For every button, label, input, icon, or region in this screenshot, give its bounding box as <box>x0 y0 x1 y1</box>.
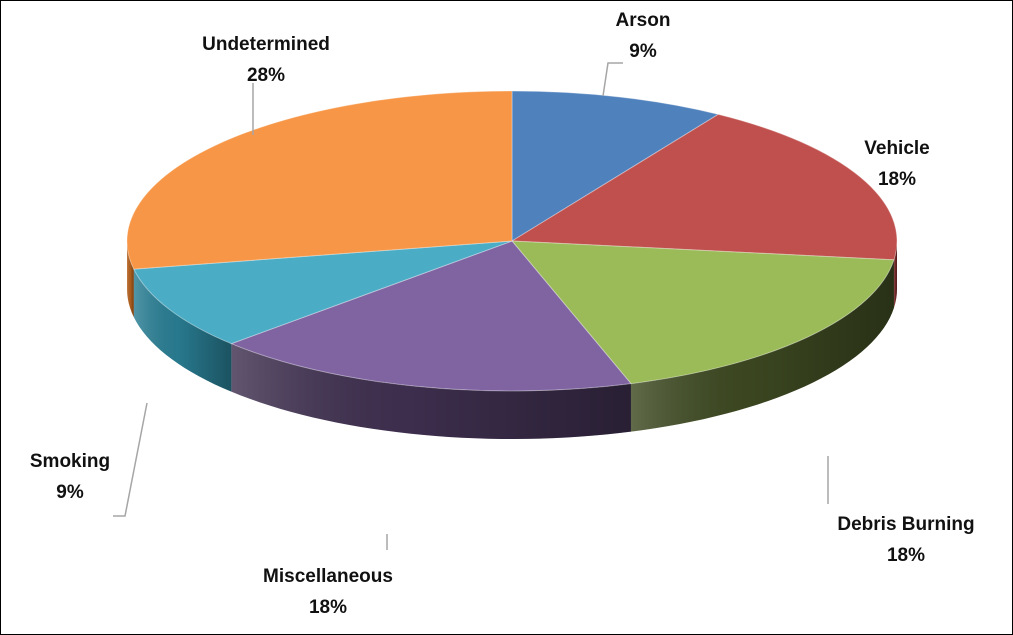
slice-label-debris-burning: Debris Burning <box>837 514 974 535</box>
slice-label-miscellaneous: Miscellaneous <box>263 566 393 587</box>
pie-side-shade-undetermined <box>127 241 134 318</box>
leader-line-smoking <box>113 402 148 517</box>
slice-label-vehicle: Vehicle <box>864 138 930 159</box>
slice-value-miscellaneous: 18% <box>309 597 347 618</box>
slice-value-debris-burning: 18% <box>887 545 925 566</box>
slice-value-vehicle: 18% <box>878 169 916 190</box>
pie-slice-debris-burning <box>510 240 895 385</box>
pie-slice-arson <box>511 90 720 242</box>
pie-slice-smoking <box>133 240 513 345</box>
slice-label-smoking: Smoking <box>30 451 110 472</box>
leader-lines <box>113 62 829 550</box>
pie-side-shade-miscellaneous <box>231 343 631 439</box>
slice-value-undetermined: 28% <box>247 65 285 86</box>
leader-line-arson <box>602 62 623 97</box>
slice-label-undetermined: Undetermined <box>202 34 330 55</box>
slice-labels: Arson 9% Vehicle 18% Debris Burning 18% Miscel… <box>30 10 975 618</box>
pie-slice-undetermined <box>126 90 513 270</box>
pie-slice-vehicle <box>510 113 898 261</box>
pie-side-shade-vehicle <box>893 241 897 308</box>
slice-value-smoking: 9% <box>56 482 84 503</box>
slice-label-arson: Arson <box>616 10 671 31</box>
pie-side-shade-smoking <box>133 269 232 392</box>
pie-sides <box>127 241 897 439</box>
pie-tops <box>126 90 898 392</box>
slice-value-arson: 9% <box>629 41 657 62</box>
pie-side-shade-debris-burning <box>630 259 894 432</box>
pie-slice-miscellaneous <box>229 240 632 392</box>
